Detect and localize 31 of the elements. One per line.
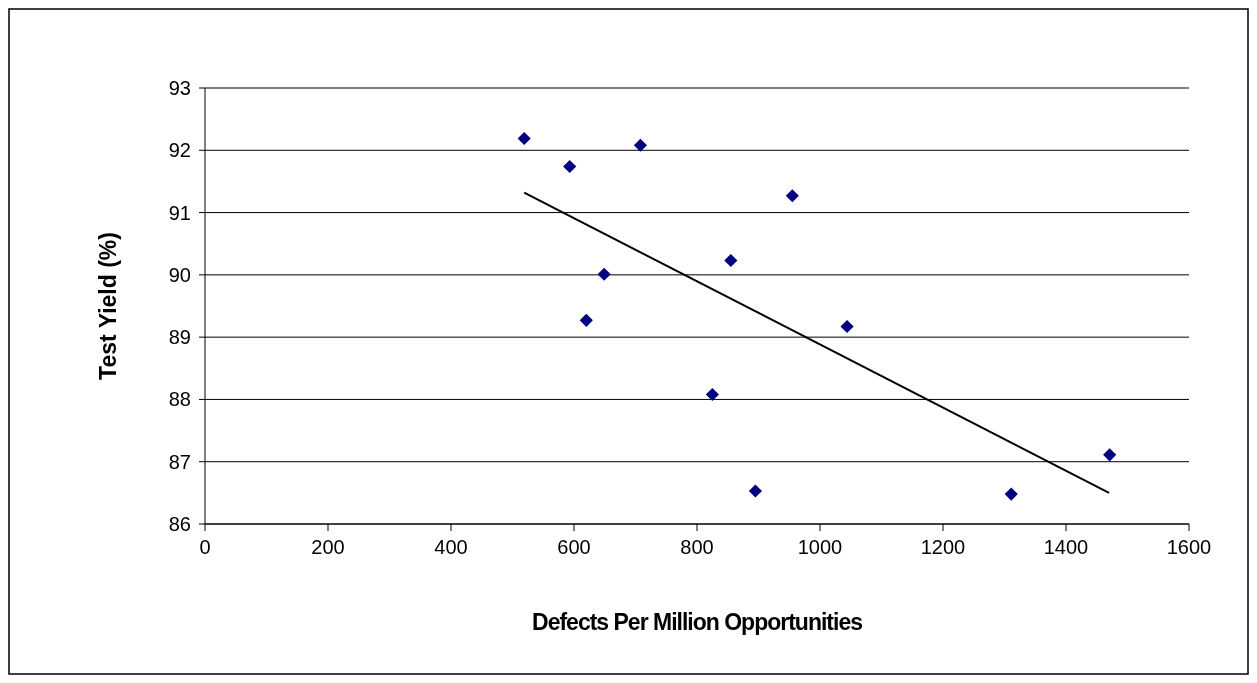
point: [748, 484, 762, 498]
x-tick-label: 1600: [1166, 536, 1212, 558]
point: [563, 159, 577, 174]
point: [785, 189, 799, 203]
y-tick-label: 91: [168, 201, 191, 224]
x-tick-label: 800: [680, 536, 714, 558]
y-tick-label: 89: [168, 326, 191, 349]
x-tick-label: 1200: [920, 536, 966, 558]
x-tick-label: 0: [199, 536, 211, 558]
y-tick-label: 92: [168, 139, 191, 162]
y-axis-title: Test Yield (%): [95, 232, 121, 380]
x-tick-label: 200: [311, 536, 345, 558]
y-tick-label: 90: [168, 263, 191, 286]
point: [1103, 448, 1117, 462]
x-tick-label: 600: [557, 536, 591, 558]
x-tick-label: 400: [434, 536, 468, 558]
y-tick-label: 87: [168, 450, 191, 473]
y-tick-label: 93: [168, 77, 191, 99]
y-tick-label: 88: [168, 388, 191, 411]
point: [1004, 487, 1018, 501]
point: [705, 387, 719, 402]
x-tick-label: 1400: [1043, 536, 1089, 558]
point: [579, 313, 593, 327]
point: [724, 253, 738, 268]
x-axis-title: Defects Per Million Opportunities: [532, 609, 863, 635]
point: [633, 138, 647, 152]
point: [597, 267, 611, 281]
x-tick-label: 1000: [797, 536, 843, 558]
y-tick-label: 86: [168, 513, 191, 535]
point: [517, 131, 531, 146]
point: [840, 319, 854, 334]
